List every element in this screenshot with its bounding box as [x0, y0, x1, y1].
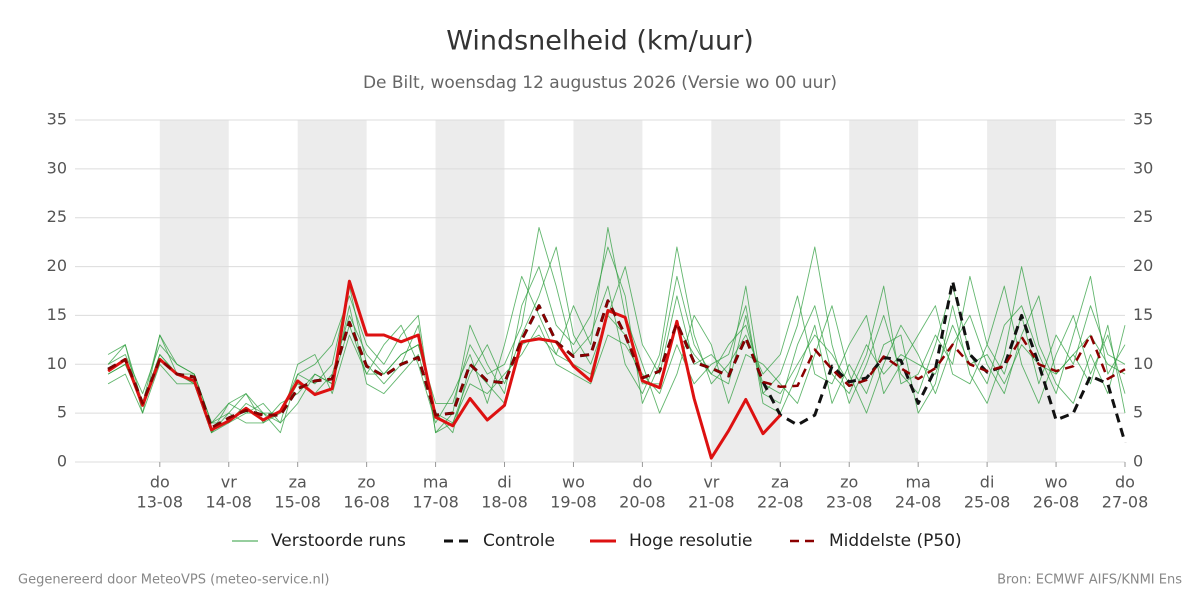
x-tick-day: za — [771, 473, 789, 492]
x-tick-day: di — [497, 473, 512, 492]
x-tick-day: za — [289, 473, 307, 492]
x-tick-label: 15-08 — [274, 493, 321, 512]
y-tick-label: 25 — [47, 207, 67, 226]
x-tick-label: 19-08 — [550, 493, 597, 512]
ensemble-line — [107, 227, 1126, 434]
x-tick-label: 16-08 — [343, 493, 390, 512]
x-tick-label: 23-08 — [826, 493, 873, 512]
footer-left: Gegenereerd door MeteoVPS (meteo-service… — [18, 573, 329, 588]
x-tick-day: zo — [840, 473, 858, 492]
x-tick-day: do — [150, 473, 170, 492]
x-tick-day: wo — [562, 473, 585, 492]
x-tick-label: 24-08 — [895, 493, 942, 512]
y-tick-label: 30 — [47, 158, 67, 177]
chart-subtitle: De Bilt, woensdag 12 augustus 2026 (Vers… — [363, 73, 837, 93]
legend-label: Verstoorde runs — [271, 531, 406, 551]
x-tick-label: 21-08 — [688, 493, 735, 512]
x-tick-label: 26-08 — [1033, 493, 1080, 512]
y2-tick-label: 20 — [1133, 256, 1153, 275]
legend-label: Hoge resolutie — [629, 531, 753, 551]
day-band — [435, 120, 505, 462]
y-tick-label: 5 — [57, 403, 67, 422]
y2-tick-label: 0 — [1133, 452, 1143, 471]
ensemble-line — [107, 246, 1126, 434]
x-tick-label: 27-08 — [1102, 493, 1149, 512]
y2-tick-label: 5 — [1133, 403, 1143, 422]
x-tick-label: 18-08 — [481, 493, 528, 512]
series-line — [107, 279, 782, 460]
x-tick-label: 14-08 — [205, 493, 252, 512]
y-tick-label: 10 — [47, 354, 67, 373]
footer-right: Bron: ECMWF AIFS/KNMI Ens — [997, 573, 1182, 588]
y2-tick-label: 30 — [1133, 158, 1153, 177]
y-tick-label: 15 — [47, 305, 67, 324]
x-tick-day: zo — [358, 473, 376, 492]
x-tick-day: vr — [703, 473, 719, 492]
x-tick-day: ma — [905, 473, 930, 492]
x-tick-label: 13-08 — [137, 493, 184, 512]
x-tick-day: vr — [221, 473, 237, 492]
legend-label: Middelste (P50) — [829, 531, 962, 551]
legend-label: Controle — [483, 531, 555, 551]
x-tick-label: 25-08 — [964, 493, 1011, 512]
y2-tick-label: 15 — [1133, 305, 1153, 324]
x-tick-label: 22-08 — [757, 493, 804, 512]
y2-tick-label: 35 — [1133, 110, 1153, 129]
ensemble-line — [107, 266, 1126, 434]
day-band — [573, 120, 643, 462]
x-tick-label: 17-08 — [412, 493, 459, 512]
y-tick-label: 0 — [57, 452, 67, 471]
y-tick-label: 35 — [47, 110, 67, 129]
x-tick-day: ma — [423, 473, 448, 492]
x-tick-label: 20-08 — [619, 493, 666, 512]
day-band — [297, 120, 367, 462]
day-band — [849, 120, 919, 462]
y2-tick-label: 10 — [1133, 354, 1153, 373]
chart-title: Windsnelheid (km/uur) — [446, 26, 754, 57]
y2-tick-label: 25 — [1133, 207, 1153, 226]
y-tick-label: 20 — [47, 256, 67, 275]
x-tick-day: di — [980, 473, 995, 492]
day-band — [711, 120, 781, 462]
day-band — [987, 120, 1057, 462]
day-band — [159, 120, 229, 462]
x-tick-day: do — [1115, 473, 1135, 492]
ensemble-line — [107, 314, 1126, 434]
x-tick-day: wo — [1045, 473, 1068, 492]
x-tick-day: do — [632, 473, 652, 492]
